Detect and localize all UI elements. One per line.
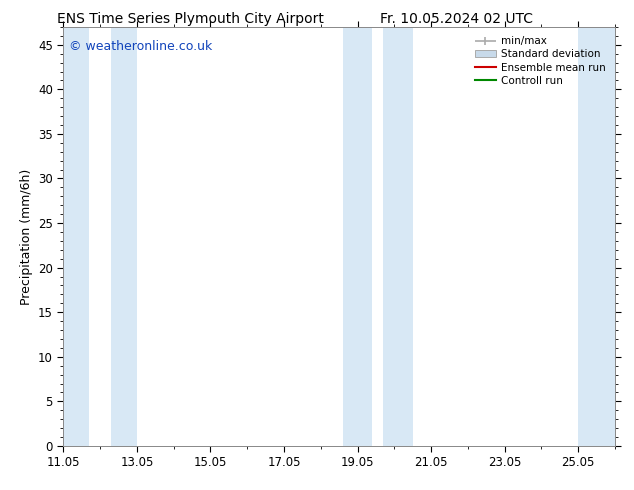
Bar [384,27,413,446]
Text: Fr. 10.05.2024 02 UTC: Fr. 10.05.2024 02 UTC [380,12,533,26]
Legend: min/max, Standard deviation, Ensemble mean run, Controll run: min/max, Standard deviation, Ensemble me… [470,32,610,90]
Bar [63,27,89,446]
Bar [578,27,615,446]
Bar [343,27,372,446]
Text: © weatheronline.co.uk: © weatheronline.co.uk [69,40,212,52]
Bar [111,27,137,446]
Text: ENS Time Series Plymouth City Airport: ENS Time Series Plymouth City Airport [57,12,323,26]
Y-axis label: Precipitation (mm/6h): Precipitation (mm/6h) [20,168,32,305]
